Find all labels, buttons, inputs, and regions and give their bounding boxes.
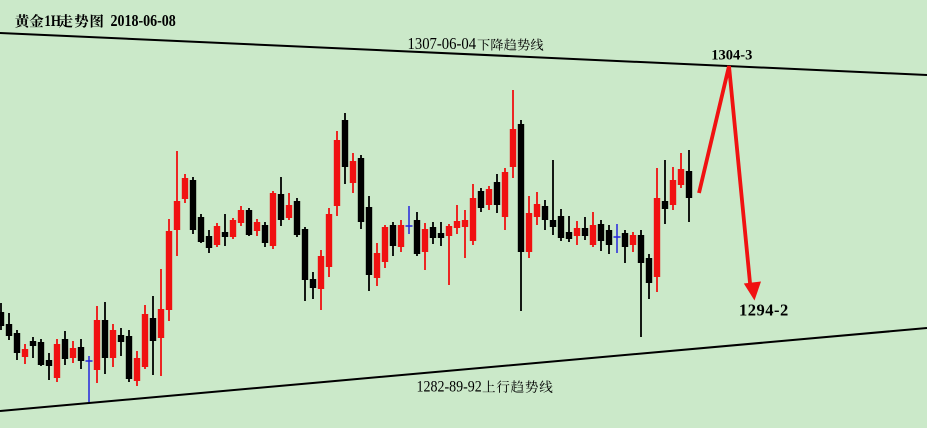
- svg-text:1307-06-04: 1307-06-04: [408, 35, 477, 53]
- svg-text:1294-2: 1294-2: [739, 301, 789, 320]
- svg-text:1304-3: 1304-3: [711, 48, 752, 64]
- svg-text:1H: 1H: [44, 13, 61, 30]
- svg-text:1282-89-92: 1282-89-92: [417, 379, 482, 396]
- svg-text:2018-06-08: 2018-06-08: [111, 12, 177, 30]
